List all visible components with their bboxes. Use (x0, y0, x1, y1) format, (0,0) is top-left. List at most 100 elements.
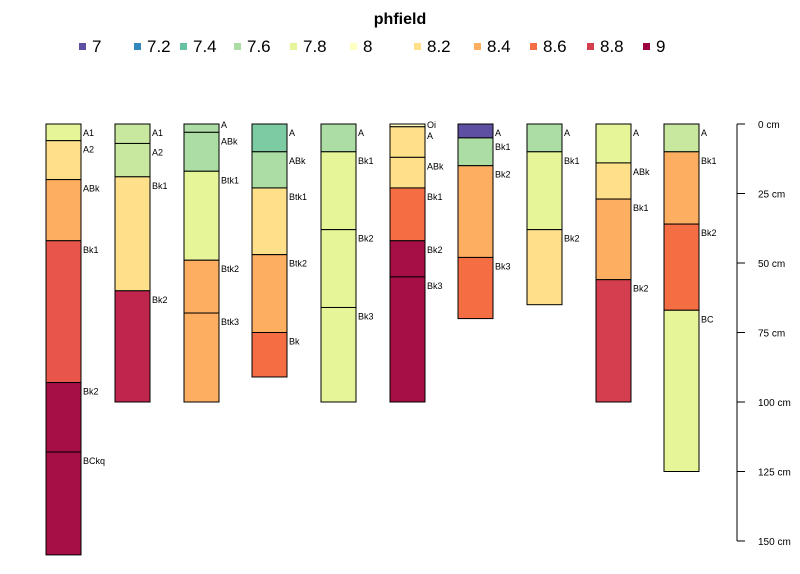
horizon (320, 123, 357, 153)
horizon-label: A (633, 128, 639, 138)
depth-tick-label: 150 cm (758, 537, 791, 548)
horizon-label: BCkq (83, 456, 105, 466)
horizon-label: Oi (427, 120, 436, 130)
horizon-label: Bk2 (83, 387, 99, 397)
horizon (114, 290, 151, 403)
horizon-label: Bk1 (633, 203, 649, 213)
horizon (45, 382, 82, 453)
horizon (526, 123, 563, 153)
legend-label: 8.8 (600, 37, 624, 56)
legend-swatch (350, 43, 357, 50)
legend-label: 7.6 (247, 37, 271, 56)
soil-profile: A Bk1 Bk2 Bk3 (320, 123, 374, 403)
horizon-label: Bk2 (701, 228, 717, 238)
legend-swatch (587, 43, 594, 50)
chart-title: phfield (374, 11, 426, 28)
horizon (45, 179, 82, 242)
legend-label: 8 (363, 37, 372, 56)
horizon (251, 254, 288, 333)
horizon-label: A2 (152, 147, 163, 157)
legend-swatch (79, 43, 86, 50)
depth-tick-label: 50 cm (758, 259, 785, 270)
legend-label: 8.2 (427, 37, 451, 56)
horizon-label: Btk2 (221, 264, 239, 274)
horizon (663, 123, 700, 153)
horizon (320, 306, 357, 403)
soil-profile: A Bk1 Bk2 Bk3 (457, 123, 511, 320)
depth-axis: 0 cm 25 cm 50 cm 75 cm 100 cm 125 cm 150 cm (736, 120, 791, 548)
depth-tick-label: 75 cm (758, 329, 785, 340)
horizon-label: Btk1 (289, 192, 307, 202)
horizon-label: Bk1 (495, 142, 511, 152)
depth-tick-label: 100 cm (758, 398, 791, 409)
legend-label: 7 (92, 37, 101, 56)
horizon-label: Bk2 (427, 245, 443, 255)
horizon-label: Bk1 (564, 156, 580, 166)
soil-profile: A Bk1 Bk2 BC (663, 123, 717, 473)
horizon-label: A (221, 120, 227, 130)
horizon-label: Bk2 (564, 234, 580, 244)
horizon-label: A (564, 128, 570, 138)
horizon-label: A (289, 128, 295, 138)
horizon-label: A (427, 131, 433, 141)
horizon (389, 187, 426, 242)
horizon-label: Bk1 (83, 245, 99, 255)
profiles: A1A2ABkBk1Bk2BCkqA1A2Bk1Bk2AABkBtk1Btk2B… (45, 120, 717, 556)
soil-profile: A ABk Btk1 Btk2 Btk3 (183, 120, 239, 403)
horizon-label: Bk2 (152, 295, 168, 305)
legend-swatch (643, 43, 650, 50)
horizon-label: Bk1 (701, 156, 717, 166)
horizon (320, 229, 357, 308)
horizon (251, 151, 288, 189)
depth-tick-label: 0 cm (758, 120, 780, 131)
horizon (45, 140, 82, 181)
legend-label: 7.8 (303, 37, 327, 56)
soil-profile: A ABk Btk1 Btk2 Bk (251, 123, 307, 378)
depth-tick-label: 125 cm (758, 468, 791, 479)
horizon-label: Bk2 (495, 170, 511, 180)
legend-swatch (290, 43, 297, 50)
horizon (526, 229, 563, 306)
horizon (389, 240, 426, 278)
horizon (251, 123, 288, 153)
horizon (320, 151, 357, 231)
horizon-label: Bk (289, 337, 300, 347)
horizon (457, 256, 494, 320)
horizon (389, 156, 426, 189)
horizon-label: Bk2 (633, 284, 649, 294)
legend-label: 7.4 (193, 37, 217, 56)
horizon (45, 123, 82, 142)
horizon (595, 279, 632, 403)
horizon (526, 151, 563, 231)
horizon (183, 131, 220, 172)
soil-profile: A ABk Bk1 Bk2 (595, 123, 650, 403)
horizon-label: Bk3 (495, 261, 511, 271)
horizon (114, 176, 151, 292)
horizon (114, 142, 151, 178)
depth-tick-label: 25 cm (758, 190, 785, 201)
horizon (595, 198, 632, 281)
horizon (595, 123, 632, 164)
horizon (663, 151, 700, 225)
legend: 7 7.2 7.4 7.6 7.8 8 8.2 8.4 8.6 8.8 9 (79, 37, 665, 56)
horizon (457, 137, 494, 167)
horizon-label: A1 (152, 128, 163, 138)
horizon (457, 123, 494, 139)
horizon (183, 123, 220, 133)
horizon (663, 223, 700, 311)
horizon (183, 312, 220, 403)
legend-swatch (530, 43, 537, 50)
legend-swatch (134, 43, 141, 50)
horizon-label: Bk1 (152, 181, 168, 191)
horizon (251, 332, 288, 378)
horizon (45, 240, 82, 384)
horizon (183, 170, 220, 261)
soil-profile: OiA ABk Bk1 Bk2 Bk3 (389, 120, 444, 403)
soil-profile: A Bk1 Bk2 (526, 123, 580, 306)
horizon (595, 162, 632, 200)
horizon (389, 126, 426, 158)
horizon (457, 165, 494, 258)
soil-profile: A1 A2 ABk Bk1 Bk2 BCkq (45, 123, 105, 556)
horizon-label: ABk (633, 167, 650, 177)
